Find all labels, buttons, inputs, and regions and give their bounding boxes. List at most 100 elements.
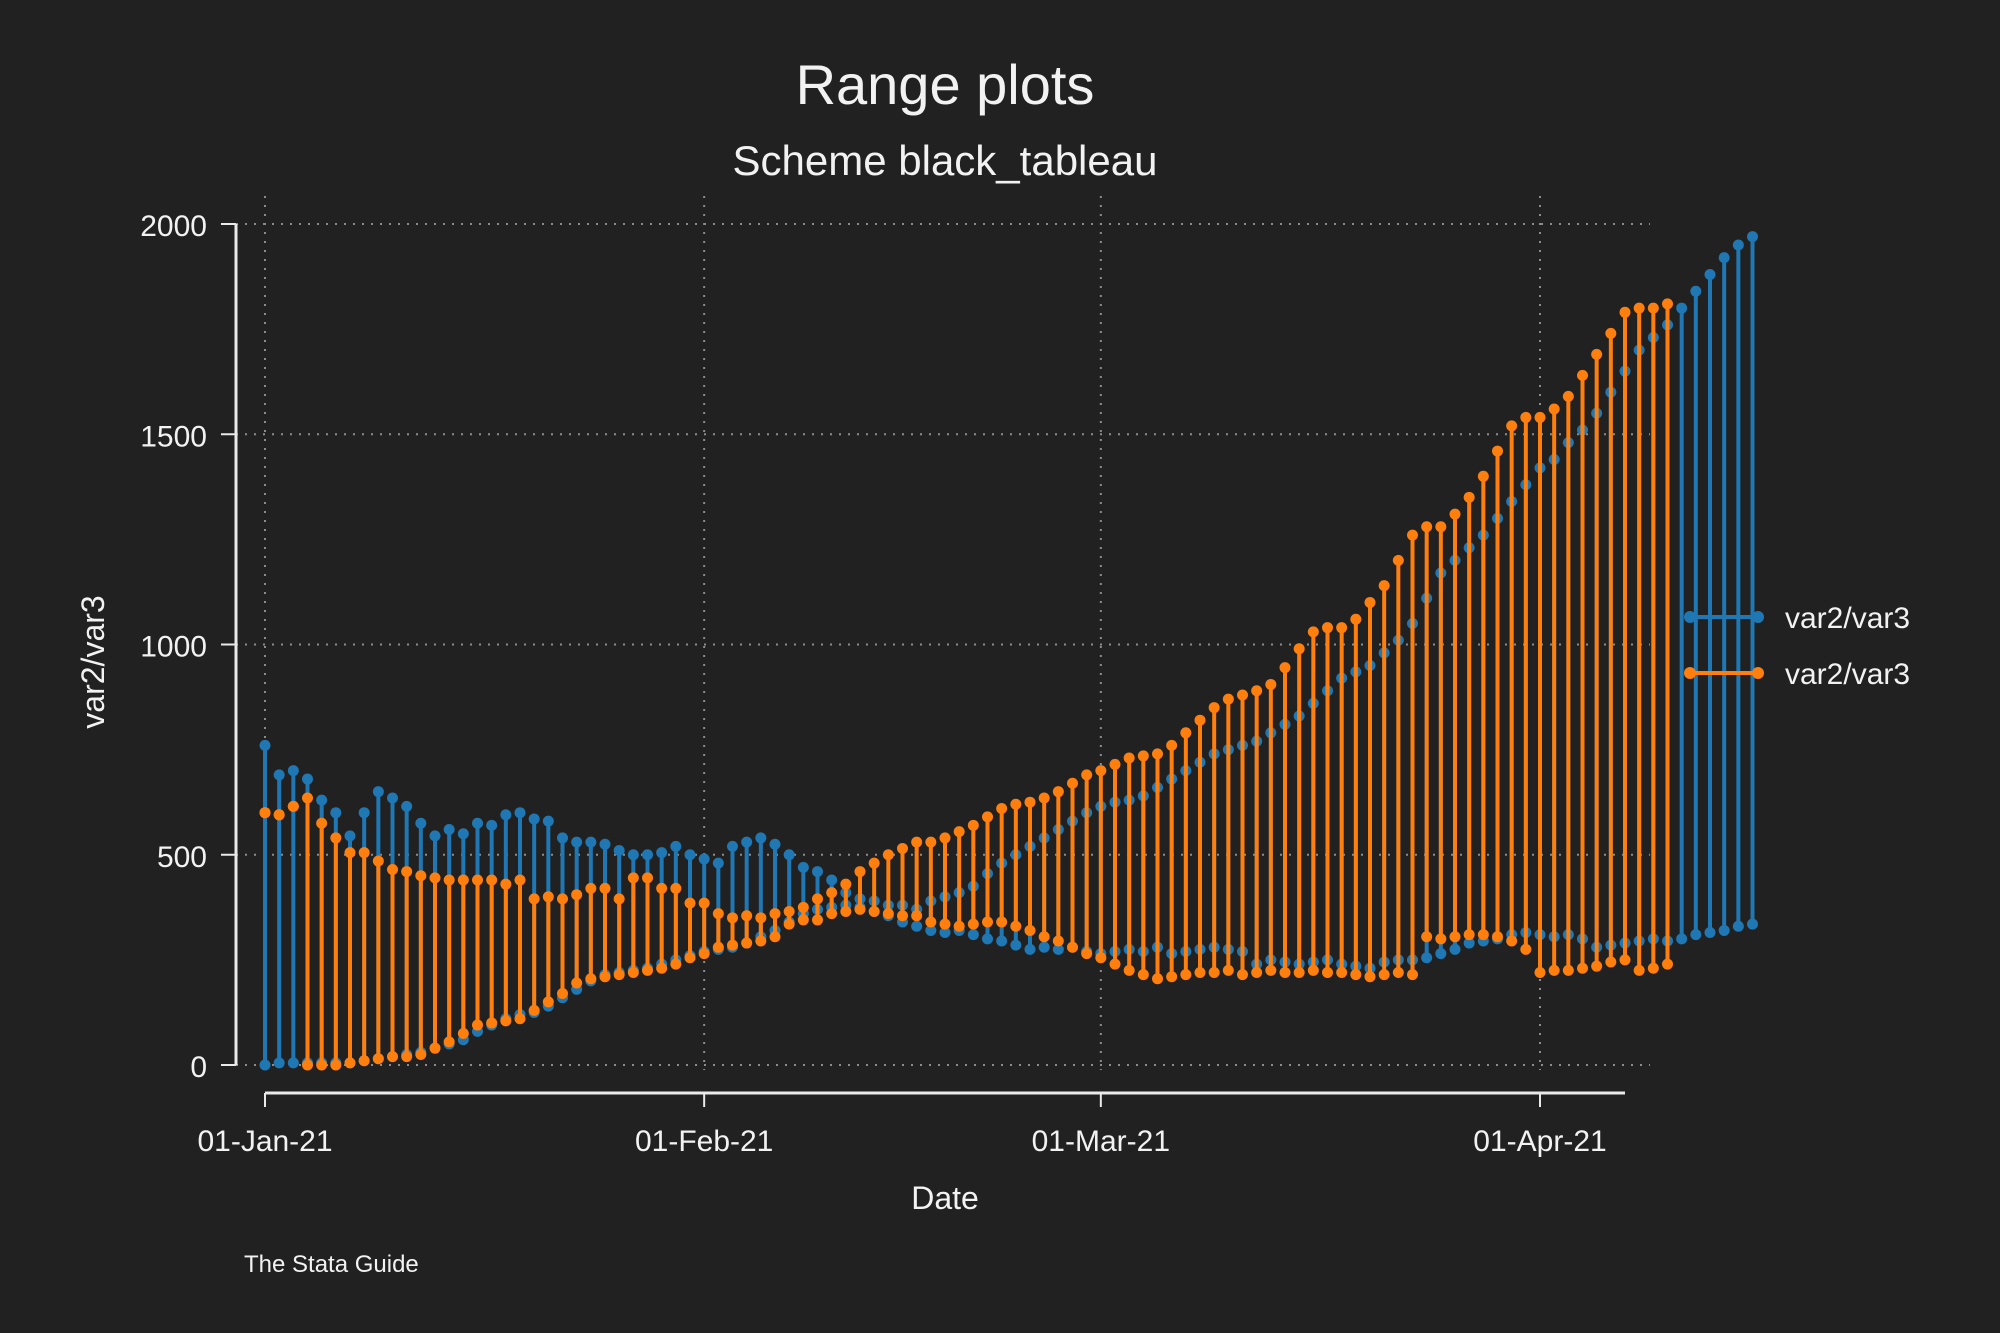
blue-series-high-point — [826, 874, 838, 886]
orange-series-high-point — [1619, 306, 1631, 318]
orange-series-low-point — [1449, 931, 1461, 943]
orange-series-high-point — [1166, 739, 1178, 751]
orange-series-high-point — [698, 897, 710, 909]
blue-series-high-point — [571, 836, 583, 848]
orange-series-high-point — [1463, 491, 1475, 503]
y-tick-label: 2000 — [140, 210, 207, 243]
blue-series-high-point — [642, 849, 653, 861]
orange-series-high-point — [1548, 403, 1560, 415]
blue-series-high-point — [387, 792, 398, 804]
orange-series-high-point — [1109, 758, 1121, 770]
orange-series-low-point — [769, 931, 781, 943]
blue-series-low-point — [1676, 933, 1688, 945]
blue-series-high-point — [1718, 252, 1730, 264]
orange-series-high-point — [755, 912, 767, 924]
legend-label: var2/var3 — [1785, 658, 1910, 691]
orange-series-high-point — [627, 872, 639, 884]
chart-title: Range plots — [796, 53, 1095, 116]
orange-series-high-point — [1237, 689, 1248, 701]
blue-series-high-point — [627, 849, 639, 861]
orange-series-low-point — [1265, 964, 1277, 976]
blue-series-high-point — [1732, 239, 1744, 251]
orange-series-low-point — [1435, 933, 1447, 945]
orange-series-high-point — [854, 866, 866, 878]
blue-series-low-point — [1024, 943, 1036, 955]
blue-series-high-point — [528, 813, 540, 825]
orange-series-low-point — [1548, 964, 1560, 976]
orange-series-low-point — [1137, 969, 1149, 981]
blue-series-low-point — [1704, 927, 1716, 939]
orange-series-low-point — [897, 910, 908, 922]
orange-series-high-point — [783, 906, 795, 918]
orange-series-low-point — [1591, 960, 1603, 972]
orange-series-high-point — [457, 874, 469, 886]
orange-series-low-point — [1067, 941, 1078, 953]
orange-series-high-point — [1322, 622, 1333, 634]
blue-series-high-point — [727, 840, 738, 852]
orange-series-low-point — [557, 988, 568, 1000]
orange-series-low-point — [670, 958, 682, 970]
blue-series-high-point — [1690, 285, 1702, 297]
orange-series-high-point — [472, 874, 483, 886]
orange-series-high-point — [1449, 508, 1461, 520]
blue-series-high-point — [514, 807, 526, 819]
orange-series-low-point — [330, 1059, 342, 1071]
orange-series-high-point — [287, 800, 299, 812]
blue-series-high-point — [443, 824, 455, 836]
chart-subtitle: Scheme black_tableau — [733, 137, 1158, 184]
orange-series-high-point — [1421, 521, 1433, 533]
blue-series-high-point — [287, 765, 299, 777]
blue-series-low-point — [996, 935, 1008, 947]
orange-series-high-point — [953, 826, 965, 838]
orange-series-low-point — [1392, 966, 1404, 978]
orange-series-low-point — [1010, 920, 1022, 932]
blue-series-high-point — [401, 800, 413, 812]
orange-series-high-point — [1520, 411, 1532, 423]
orange-series-high-point — [1605, 327, 1617, 339]
orange-series-low-point — [1605, 956, 1617, 968]
orange-series-low-point — [429, 1042, 441, 1054]
orange-series-low-point — [1237, 969, 1248, 981]
orange-series-low-point — [302, 1059, 313, 1071]
orange-series-low-point — [1095, 952, 1107, 964]
orange-series-high-point — [656, 882, 668, 894]
x-axis-label: Date — [911, 1180, 979, 1216]
orange-series-low-point — [1633, 964, 1645, 976]
orange-series-high-point — [1208, 702, 1220, 714]
orange-series-high-point — [613, 893, 625, 905]
orange-series-high-point — [727, 912, 738, 924]
blue-series-high-point — [542, 815, 554, 827]
orange-series-low-point — [1307, 964, 1319, 976]
orange-series-low-point — [1166, 971, 1178, 983]
blue-series-high-point — [783, 849, 795, 861]
orange-series-low-point — [1109, 958, 1121, 970]
orange-series-low-point — [1378, 969, 1390, 981]
orange-series-high-point — [358, 847, 370, 859]
orange-series-high-point — [316, 817, 328, 829]
orange-series-high-point — [1067, 777, 1078, 789]
blue-series-high-point — [585, 836, 597, 848]
orange-series-low-point — [1293, 966, 1305, 978]
orange-series-low-point — [812, 914, 823, 926]
orange-series-high-point — [1279, 662, 1291, 674]
orange-series-low-point — [925, 916, 937, 928]
orange-series-low-point — [316, 1059, 328, 1071]
orange-series-low-point — [982, 916, 993, 928]
source-note: The Stata Guide — [244, 1251, 419, 1278]
orange-series-high-point — [599, 882, 611, 894]
orange-series-high-point — [882, 849, 894, 861]
orange-series-low-point — [1662, 958, 1673, 970]
orange-series-high-point — [1081, 769, 1093, 781]
orange-series-low-point — [741, 937, 753, 949]
orange-series-high-point — [401, 866, 413, 878]
orange-series-high-point — [1534, 411, 1546, 423]
orange-series-low-point — [727, 939, 738, 951]
orange-series-high-point — [1265, 678, 1277, 690]
orange-series-low-point — [1194, 966, 1206, 978]
blue-series-high-point — [330, 807, 342, 819]
blue-series-high-point — [599, 838, 611, 850]
orange-series-high-point — [967, 819, 979, 831]
orange-series-high-point — [542, 891, 554, 903]
orange-series-low-point — [500, 1015, 512, 1027]
orange-series-high-point — [1010, 798, 1022, 810]
